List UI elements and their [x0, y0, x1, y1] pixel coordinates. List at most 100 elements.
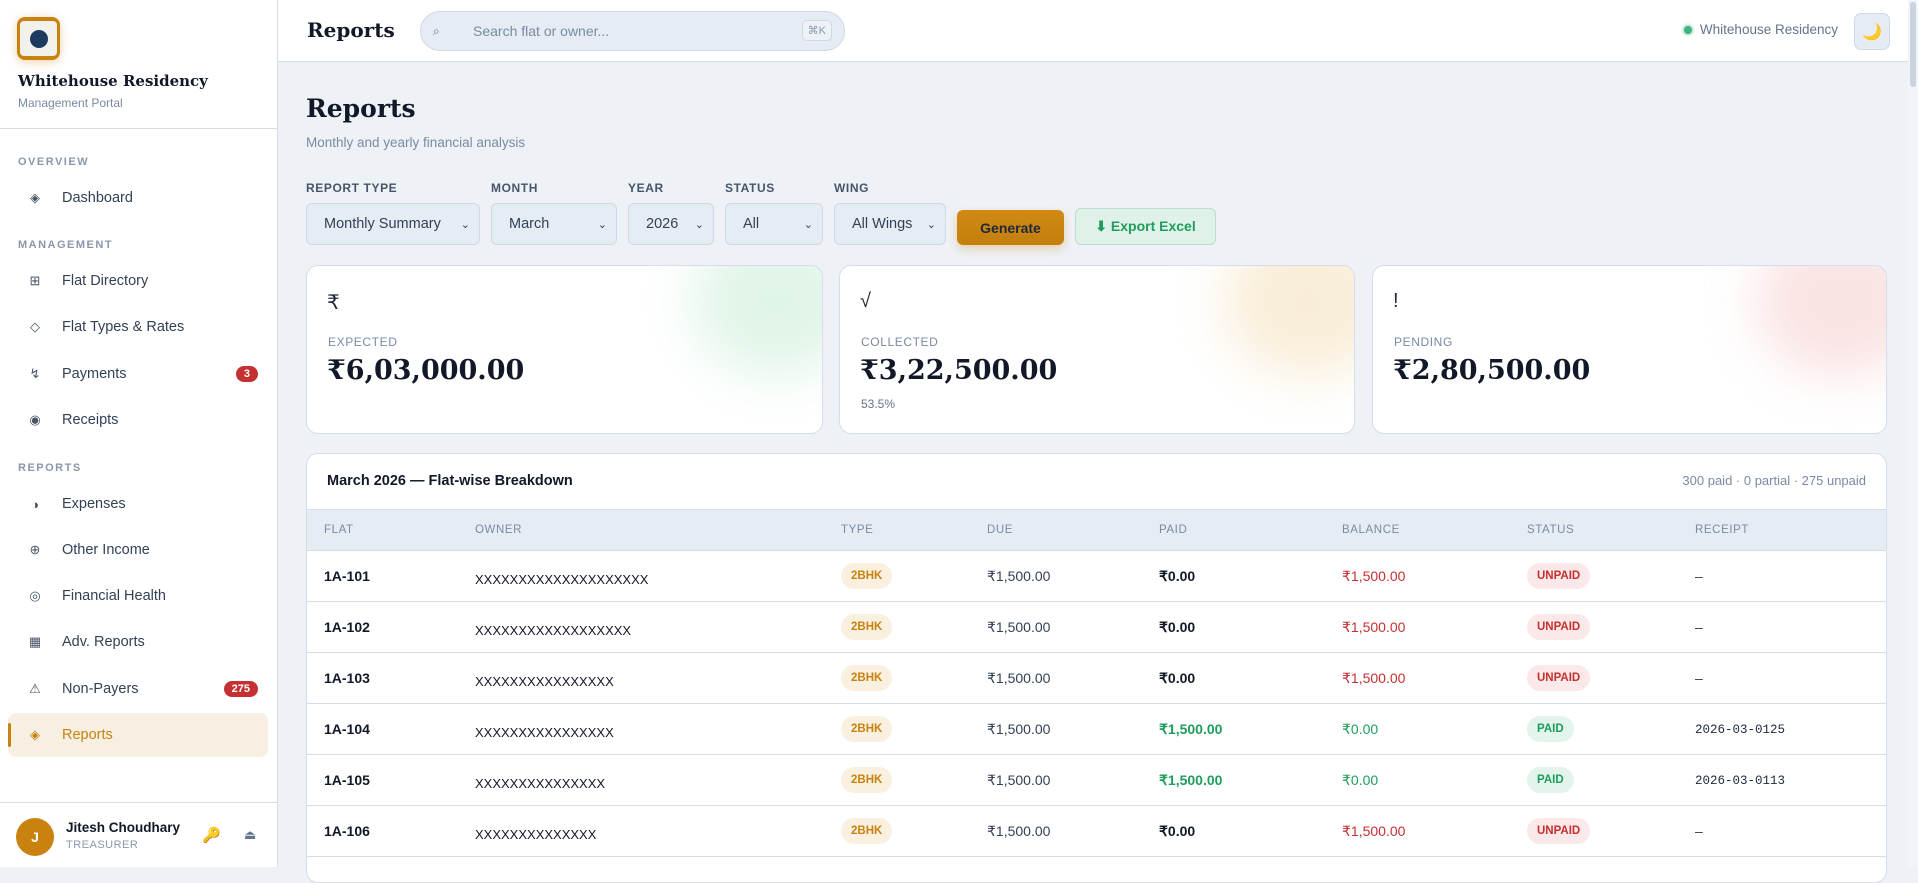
year-select[interactable]: 2026 ⌄	[628, 203, 714, 245]
table-row[interactable]: 1A-103 XXXXXXXXXXXXXXXX 2BHK ₹1,500.00 ₹0.00…	[307, 653, 1886, 704]
column-header-due[interactable]: DUE	[987, 524, 1014, 536]
scrollbar[interactable]	[1908, 0, 1918, 867]
paid-cell: ₹0.00	[1159, 619, 1196, 635]
wing-select[interactable]: All Wings ⌄	[834, 203, 946, 245]
status-badge: PAID	[1527, 767, 1574, 793]
expected-value: ₹6,03,000.00	[327, 355, 525, 386]
month-value: March	[509, 216, 550, 232]
flat-cell: 1A-103	[324, 670, 370, 686]
status-badge: UNPAID	[1527, 665, 1591, 691]
chevron-down-icon: ⌄	[694, 218, 704, 231]
column-header-owner[interactable]: OWNER	[475, 524, 523, 536]
section-management: MANAGEMENT	[18, 239, 114, 251]
flat-cell: 1A-101	[324, 568, 370, 584]
section-overview: OVERVIEW	[18, 156, 90, 168]
collected-card: √ COLLECTED ₹3,22,500.00 53.5%	[839, 265, 1355, 434]
expected-card: ₹ EXPECTED ₹6,03,000.00	[306, 265, 823, 434]
sidebar-item-label: Dashboard	[62, 190, 133, 206]
status-value: All	[743, 216, 760, 232]
search-input[interactable]	[473, 23, 793, 39]
column-header-balance[interactable]: BALANCE	[1342, 524, 1400, 536]
check-icon: √	[860, 290, 871, 312]
column-header-receipt[interactable]: RECEIPT	[1695, 524, 1750, 536]
sidebar-item-label: Payments	[62, 366, 127, 382]
other-income-icon: ⊕	[29, 542, 41, 557]
society-name: Whitehouse Residency	[1699, 22, 1838, 37]
balance-cell: ₹1,500.00	[1342, 568, 1406, 584]
key-icon[interactable]: 🔑	[202, 827, 221, 844]
sidebar-item-reports[interactable]: ◈ Reports	[8, 713, 268, 757]
chevron-down-icon: ⌄	[597, 218, 607, 231]
sidebar-item-other-income[interactable]: ⊕ Other Income	[8, 528, 268, 572]
type-badge: 2BHK	[841, 614, 893, 640]
paid-cell: ₹0.00	[1159, 670, 1196, 686]
owner-cell: XXXXXXXXXXXXXXXXXXXX	[475, 572, 649, 587]
table-row[interactable]: 1A-105 XXXXXXXXXXXXXXX 2BHK ₹1,500.00 ₹1,500…	[307, 755, 1886, 806]
sidebar-item-label: Other Income	[62, 542, 150, 558]
owner-cell: XXXXXXXXXXXXXXXX	[475, 674, 614, 689]
search-bar[interactable]: ⌕ ⌘K	[420, 11, 845, 51]
brand-name: Whitehouse Residency	[18, 72, 208, 90]
due-cell: ₹1,500.00	[987, 568, 1051, 584]
flat-cell: 1A-104	[324, 721, 370, 737]
sidebar-item-expenses[interactable]: ◑ Expenses	[8, 482, 268, 526]
sidebar-item-label: Flat Directory	[62, 273, 149, 289]
receipt-cell: –	[1695, 568, 1703, 584]
owner-cell: XXXXXXXXXXXXXX	[475, 827, 597, 842]
paid-cell: ₹1,500.00	[1159, 772, 1223, 788]
balance-cell: ₹1,500.00	[1342, 670, 1406, 686]
owner-cell: XXXXXXXXXXXXXXXX	[475, 725, 614, 740]
sidebar-item-dashboard[interactable]: ◈ Dashboard	[8, 176, 268, 220]
sidebar-item-adv-reports[interactable]: ▦ Adv. Reports	[8, 620, 268, 664]
table-row[interactable]: 1A-102 XXXXXXXXXXXXXXXXXX 2BHK ₹1,500.00 ₹0.…	[307, 602, 1886, 653]
column-header-status[interactable]: STATUS	[1527, 524, 1575, 536]
status-badge: UNPAID	[1527, 614, 1591, 640]
sidebar-item-flat-directory[interactable]: ⊞ Flat Directory	[8, 259, 268, 303]
section-reports: REPORTS	[18, 462, 82, 474]
breakdown-table: March 2026 — Flat-wise Breakdown 300 pai…	[306, 453, 1887, 883]
receipt-cell[interactable]: 2026-03-0113	[1695, 774, 1786, 788]
top-bar: Reports ⌕ ⌘K Whitehouse Residency 🌙	[278, 0, 1918, 62]
table-row[interactable]: 1A-106 XXXXXXXXXXXXXX 2BHK ₹1,500.00 ₹0.00 ₹1…	[307, 806, 1886, 857]
logout-icon[interactable]: ⏏	[244, 827, 257, 842]
pending-label: PENDING	[1394, 335, 1453, 349]
society-logo	[17, 17, 60, 60]
receipt-cell[interactable]: 2026-03-0125	[1695, 723, 1786, 737]
column-header-type[interactable]: TYPE	[841, 524, 874, 536]
due-cell: ₹1,500.00	[987, 619, 1051, 635]
sidebar-item-receipts[interactable]: ◉ Receipts	[8, 398, 268, 442]
sidebar-item-label: Reports	[62, 727, 113, 743]
paid-cell: ₹1,500.00	[1159, 721, 1223, 737]
sidebar-item-flat-types-rates[interactable]: ◇ Flat Types & Rates	[8, 305, 268, 349]
rupee-icon: ₹	[327, 292, 340, 314]
table-header: FLAT OWNER TYPE DUE PAID BALANCE STATUS RECEIPT	[307, 509, 1886, 551]
status-badge: PAID	[1527, 716, 1574, 742]
table-row[interactable]: 1A-104 XXXXXXXXXXXXXXXX 2BHK ₹1,500.00 ₹1,50…	[307, 704, 1886, 755]
theme-toggle-button[interactable]: 🌙	[1854, 13, 1890, 50]
count-badge: 3	[235, 366, 258, 382]
status-select[interactable]: All ⌄	[725, 203, 823, 245]
status-badge: UNPAID	[1527, 818, 1591, 844]
scrollbar-thumb[interactable]	[1910, 2, 1916, 87]
divider	[0, 128, 277, 129]
receipt-cell: –	[1695, 823, 1703, 839]
user-role: TREASURER	[66, 839, 139, 851]
generate-button[interactable]: Generate	[957, 210, 1064, 245]
table-row[interactable]: 1A-101 XXXXXXXXXXXXXXXXXXXX 2BHK ₹1,500.00 ₹…	[307, 551, 1886, 602]
avatar[interactable]: J	[16, 818, 54, 856]
export-excel-button[interactable]: ⬇ Export Excel	[1075, 208, 1216, 245]
flat-cell: 1A-105	[324, 772, 370, 788]
receipt-cell: –	[1695, 670, 1703, 686]
balance-cell: ₹0.00	[1342, 721, 1379, 737]
month-select[interactable]: March ⌄	[491, 203, 617, 245]
expected-label: EXPECTED	[328, 335, 398, 349]
expenses-icon: ◑	[31, 496, 39, 512]
column-header-paid[interactable]: PAID	[1159, 524, 1188, 536]
owner-cell: XXXXXXXXXXXXXXXXXX	[475, 623, 632, 638]
wing-label: WING	[834, 181, 870, 195]
column-header-flat[interactable]: FLAT	[324, 524, 354, 536]
sidebar-item-payments[interactable]: ↯ Payments 3	[8, 352, 268, 396]
sidebar-item-financial-health[interactable]: ◎ Financial Health	[8, 574, 268, 618]
sidebar-item-non-payers[interactable]: ⚠ Non-Payers 275	[8, 667, 268, 711]
report-type-select[interactable]: Monthly Summary ⌄	[306, 203, 480, 245]
